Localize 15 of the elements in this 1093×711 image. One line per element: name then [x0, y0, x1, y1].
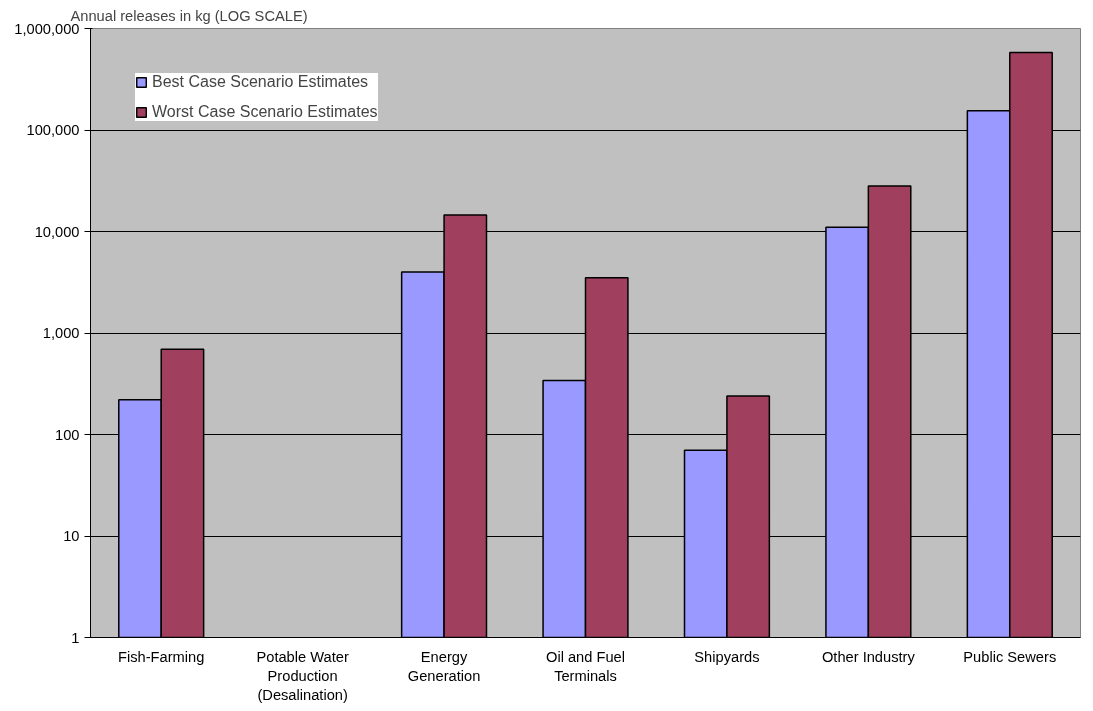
legend-label: Worst Case Scenario Estimates — [152, 103, 378, 121]
x-tick-label: Shipyards — [694, 648, 760, 665]
x-tick-label: Energy Generation — [407, 648, 481, 684]
x-tick-label: Oil and Fuel Terminals — [545, 648, 626, 684]
x-tick-label: Public Sewers — [963, 648, 1057, 665]
y-tick-label: 1,000 — [42, 325, 80, 341]
x-tick-label: Other Industry — [821, 648, 916, 665]
y-tick-label: 100 — [55, 426, 80, 443]
y-tick-label: 1 — [71, 629, 80, 646]
y-tick-label: 10 — [63, 528, 80, 544]
y-tick-label: 100,000 — [26, 122, 80, 138]
x-tick-label: Fish-Farming — [118, 648, 205, 665]
y-tick-label: 10,000 — [34, 223, 80, 240]
legend-label: Best Case Scenario Estimates — [152, 73, 369, 91]
x-tick-label: Potable Water Production (Desalination) — [256, 648, 349, 703]
